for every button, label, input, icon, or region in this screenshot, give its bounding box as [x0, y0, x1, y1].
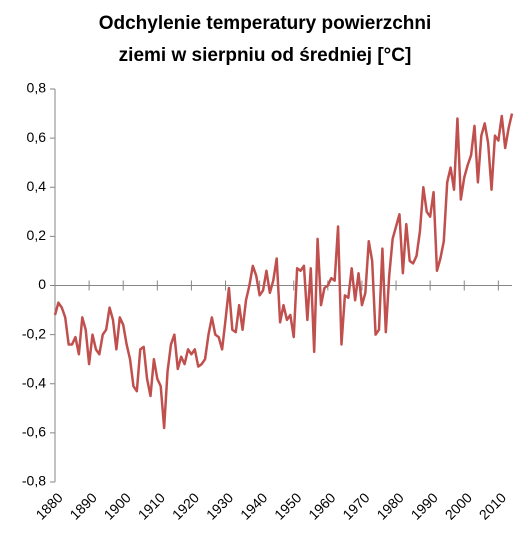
y-tick-label: 0,2 [27, 227, 47, 243]
x-tick-label: 2010 [476, 489, 509, 522]
x-tick-label: 1880 [32, 489, 65, 522]
x-tick-label: 1990 [408, 489, 441, 522]
x-tick-label: 1940 [237, 489, 270, 522]
y-tick-label: -0,6 [22, 424, 46, 440]
y-tick-label: -0,4 [22, 374, 46, 390]
chart-title: Odchylenie temperatury powierzchni [99, 13, 432, 34]
x-tick-label: 1950 [271, 489, 304, 522]
y-tick-label: 0,4 [27, 178, 47, 194]
x-tick-label: 1920 [169, 489, 202, 522]
y-tick-label: 0,8 [27, 80, 47, 96]
x-tick-label: 2000 [442, 489, 475, 522]
x-tick-label: 1970 [339, 489, 372, 522]
x-tick-label: 1890 [66, 489, 99, 522]
x-tick-label: 1980 [373, 489, 406, 522]
x-tick-label: 1960 [305, 489, 338, 522]
y-tick-label: -0,8 [22, 473, 46, 489]
chart-title: ziemi w sierpniu od średniej [°C] [119, 45, 412, 66]
y-tick-label: -0,2 [22, 325, 46, 341]
y-tick-label: 0,6 [27, 129, 47, 145]
y-tick-label: 0 [38, 276, 46, 292]
data-line [53, 113, 514, 430]
x-tick-label: 1910 [135, 489, 168, 522]
x-tick-label: 1930 [203, 489, 236, 522]
x-tick-label: 1900 [101, 489, 134, 522]
